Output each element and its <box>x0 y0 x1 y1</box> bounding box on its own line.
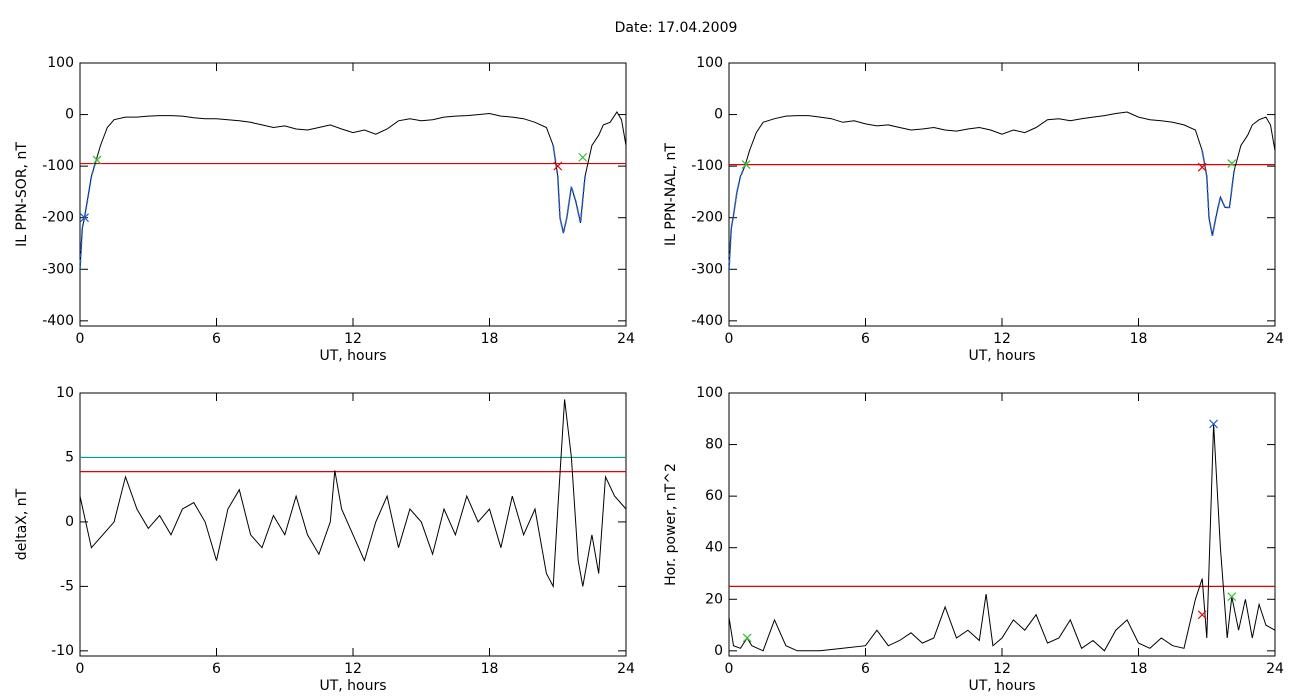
plot-frame <box>79 392 627 657</box>
y-tick-label: -100 <box>691 158 723 174</box>
x-axis-label: UT, hours <box>968 678 1035 694</box>
y-tick-label: 80 <box>705 437 723 453</box>
data-line <box>1201 150 1235 236</box>
y-tick-label: 100 <box>47 55 74 71</box>
marker <box>1227 159 1237 168</box>
x-tick-label: 18 <box>1130 661 1148 677</box>
marker <box>80 213 89 223</box>
marker <box>742 633 752 643</box>
y-tick-label: 10 <box>56 385 74 401</box>
plot-frame <box>79 62 627 327</box>
y-tick-label: -200 <box>691 210 723 226</box>
y-axis-label: IL PPN-NAL, nT <box>663 143 679 246</box>
y-axis-label: Hor. power, nT^2 <box>663 463 679 586</box>
marker <box>1197 610 1207 620</box>
data-line <box>79 399 627 589</box>
y-tick-label: 60 <box>705 488 723 504</box>
x-tick-label: 0 <box>76 331 85 347</box>
figure-title: Date: 17.04.2009 <box>615 20 738 36</box>
x-tick-label: 18 <box>481 661 499 677</box>
x-tick-label: 6 <box>212 661 221 677</box>
x-tick-label: 12 <box>993 661 1011 677</box>
y-tick-label: -100 <box>42 158 74 174</box>
y-tick-label: 40 <box>705 540 723 556</box>
x-tick-label: 6 <box>861 331 870 347</box>
y-tick-label: 20 <box>705 591 723 607</box>
data-line <box>79 160 97 270</box>
marker <box>741 160 751 170</box>
x-axis-label: UT, hours <box>319 348 386 364</box>
x-tick-label: 0 <box>725 331 734 347</box>
y-tick-label: 0 <box>714 107 723 123</box>
x-tick-label: 0 <box>725 661 734 677</box>
y-axis-label: deltaX, nT <box>14 488 30 560</box>
data-line <box>79 111 627 270</box>
x-tick-label: 6 <box>212 331 221 347</box>
x-tick-label: 18 <box>481 331 499 347</box>
y-tick-label: -400 <box>42 313 74 329</box>
marker <box>1227 592 1237 602</box>
x-tick-label: 12 <box>344 331 362 347</box>
x-tick-label: 24 <box>1266 661 1284 677</box>
x-tick-label: 0 <box>76 661 85 677</box>
y-tick-label: -300 <box>691 261 723 277</box>
plot-frame <box>728 392 1276 657</box>
data-line <box>552 145 586 234</box>
x-tick-label: 12 <box>993 331 1011 347</box>
data-line <box>728 111 1276 270</box>
y-tick-label: 0 <box>65 514 74 530</box>
y-tick-label: -10 <box>51 643 74 659</box>
y-tick-label: -200 <box>42 210 74 226</box>
x-tick-label: 6 <box>861 661 870 677</box>
x-tick-label: 24 <box>617 331 635 347</box>
y-tick-label: 0 <box>65 107 74 123</box>
x-tick-label: 18 <box>1130 331 1148 347</box>
plot-frame <box>728 62 1276 327</box>
y-tick-label: 100 <box>696 55 723 71</box>
x-axis-label: UT, hours <box>319 678 386 694</box>
marker <box>553 161 563 171</box>
y-tick-label: -400 <box>691 313 723 329</box>
x-tick-label: 24 <box>1266 331 1284 347</box>
y-tick-label: 100 <box>696 385 723 401</box>
y-tick-label: -300 <box>42 261 74 277</box>
x-tick-label: 12 <box>344 661 362 677</box>
y-axis-label: IL PPN-SOR, nT <box>14 142 30 247</box>
y-tick-label: 5 <box>65 449 74 465</box>
data-line <box>728 423 1276 652</box>
data-line <box>728 165 746 270</box>
y-tick-label: -5 <box>60 578 74 594</box>
x-tick-label: 24 <box>617 661 635 677</box>
y-tick-label: 0 <box>714 643 723 659</box>
marker <box>1197 162 1207 172</box>
marker <box>578 152 588 162</box>
marker <box>92 155 102 165</box>
x-axis-label: UT, hours <box>968 348 1035 364</box>
marker <box>1209 419 1218 429</box>
